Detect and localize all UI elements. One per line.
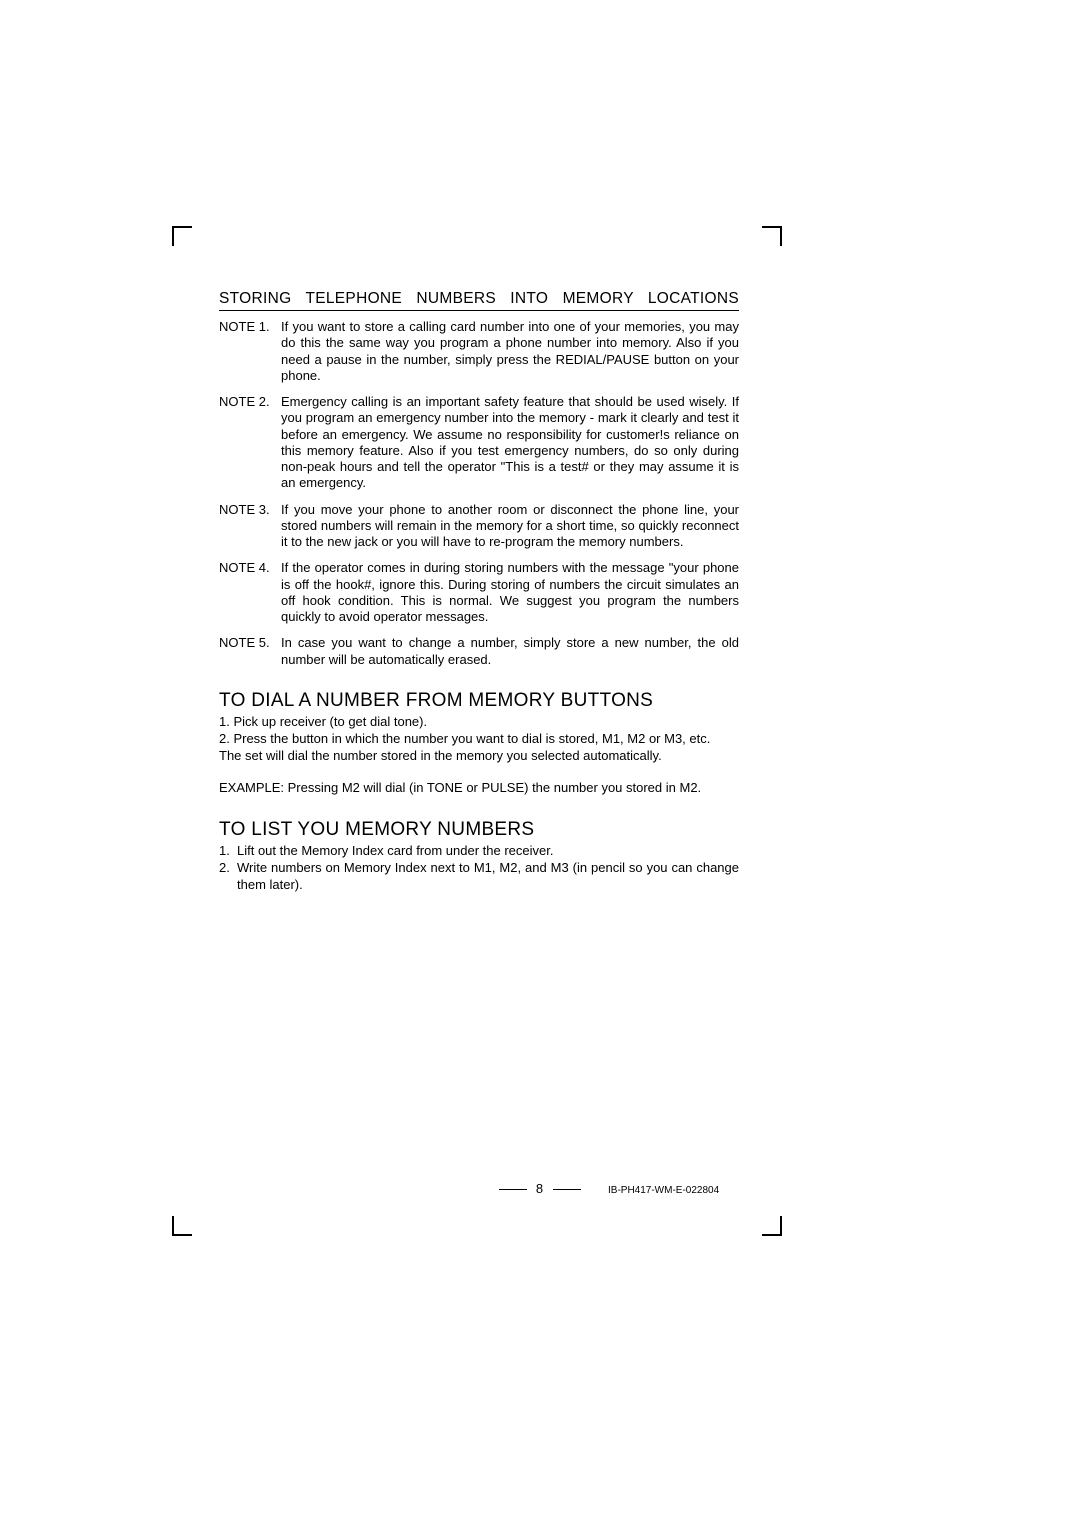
note-label: NOTE 1.: [219, 319, 281, 384]
list-body: Lift out the Memory Index card from unde…: [237, 843, 739, 860]
dial-heading: TO DIAL A NUMBER FROM MEMORY BUTTONS: [219, 690, 739, 712]
dial-step-3: The set will dial the number stored in t…: [219, 748, 739, 765]
list-num: 1.: [219, 843, 237, 860]
note-label: NOTE 2.: [219, 394, 281, 492]
dial-step-2: 2. Press the button in which the number …: [219, 731, 739, 748]
note-label: NOTE 5.: [219, 635, 281, 668]
list-heading: TO LIST YOU MEMORY NUMBERS: [219, 819, 739, 841]
section-heading: STORING TELEPHONE NUMBERS INTO MEMORY LO…: [219, 290, 739, 311]
list-body: Write numbers on Memory Index next to M1…: [237, 860, 739, 894]
dial-step-1: 1. Pick up receiver (to get dial tone).: [219, 714, 739, 731]
note-row: NOTE 4. If the operator comes in during …: [219, 560, 739, 625]
note-body: Emergency calling is an important safety…: [281, 394, 739, 492]
crop-mark-top-right: [762, 226, 782, 246]
note-label: NOTE 3.: [219, 502, 281, 551]
page-number: 8: [0, 1181, 1080, 1196]
list-num: 2.: [219, 860, 237, 894]
document-id: IB-PH417-WM-E-022804: [608, 1185, 719, 1196]
note-row: NOTE 5. In case you want to change a num…: [219, 635, 739, 668]
note-body: If the operator comes in during storing …: [281, 560, 739, 625]
content-area: STORING TELEPHONE NUMBERS INTO MEMORY LO…: [219, 290, 739, 894]
crop-mark-top-left: [172, 226, 192, 246]
note-label: NOTE 4.: [219, 560, 281, 625]
page: STORING TELEPHONE NUMBERS INTO MEMORY LO…: [0, 0, 1080, 1526]
dash-icon: [553, 1189, 581, 1190]
dash-icon: [499, 1189, 527, 1190]
crop-mark-bottom-right: [762, 1216, 782, 1236]
crop-mark-bottom-left: [172, 1216, 192, 1236]
list-row: 1. Lift out the Memory Index card from u…: [219, 843, 739, 860]
note-row: NOTE 3. If you move your phone to anothe…: [219, 502, 739, 551]
dial-example: EXAMPLE: Pressing M2 will dial (in TONE …: [219, 780, 739, 797]
note-row: NOTE 1. If you want to store a calling c…: [219, 319, 739, 384]
page-number-value: 8: [536, 1181, 544, 1196]
notes-block: NOTE 1. If you want to store a calling c…: [219, 319, 739, 668]
note-row: NOTE 2. Emergency calling is an importan…: [219, 394, 739, 492]
list-row: 2. Write numbers on Memory Index next to…: [219, 860, 739, 894]
note-body: If you move your phone to another room o…: [281, 502, 739, 551]
note-body: If you want to store a calling card numb…: [281, 319, 739, 384]
note-body: In case you want to change a number, sim…: [281, 635, 739, 668]
